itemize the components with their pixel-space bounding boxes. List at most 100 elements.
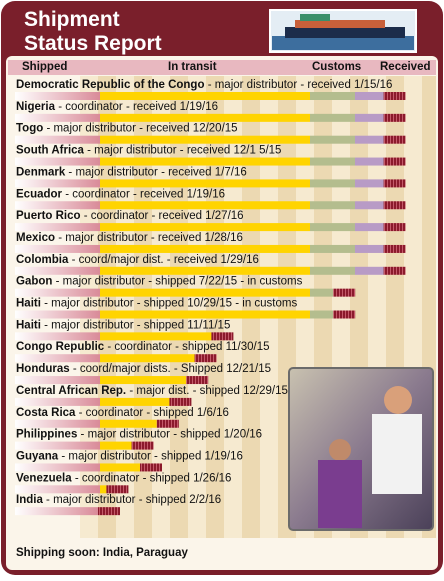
- country: Nigeria: [16, 101, 56, 113]
- row-text: Denmark - major distributor - received 1…: [16, 166, 247, 178]
- column-label: Shipped: [22, 61, 67, 73]
- detail: - coord/major dist. - received 1/29/16: [68, 254, 258, 266]
- detail: - major distributor - received 12/1 5/15: [84, 145, 282, 157]
- country: Honduras: [16, 363, 70, 375]
- received-segment: [355, 179, 384, 188]
- row-text: Central African Rep. - major dist. - shi…: [16, 385, 288, 397]
- country: Democratic Republic of the Congo: [16, 79, 205, 91]
- progress-marker: [186, 376, 209, 385]
- customs-segment: [310, 223, 355, 232]
- progress-marker: [333, 310, 356, 319]
- ship-image: [269, 9, 417, 53]
- transit-segment: [100, 441, 132, 450]
- detail: - coordinator - shipped 1/6/16: [75, 407, 228, 419]
- shipped-segment: [15, 441, 100, 450]
- customs-segment: [310, 288, 334, 297]
- row-text: Democratic Republic of the Congo - major…: [16, 79, 392, 91]
- country: Philippines: [16, 429, 77, 441]
- progress-marker: [140, 463, 162, 472]
- detail: - major distributor - shipped 2/2/16: [43, 494, 221, 506]
- country: Venezuela: [16, 472, 72, 484]
- customs-segment: [310, 157, 355, 166]
- detail: - major distributor - received 1/28/16: [55, 232, 243, 244]
- shipped-segment: [15, 463, 100, 472]
- progress-marker: [131, 441, 154, 450]
- detail: - major distributor - shipped 1/20/16: [77, 429, 262, 441]
- country: South Africa: [16, 145, 85, 157]
- customs-segment: [310, 266, 355, 275]
- row-text: Philippines - major distributor - shippe…: [16, 429, 262, 441]
- received-segment: [355, 113, 384, 122]
- detail: - major distributor - received 1/15/16: [205, 79, 393, 91]
- customs-segment: [310, 310, 334, 319]
- shipped-segment: [15, 179, 100, 188]
- shipped-segment: [15, 397, 100, 406]
- received-segment: [355, 135, 384, 144]
- progress-marker: [106, 485, 129, 494]
- country: Ecuador: [16, 188, 63, 200]
- shipped-segment: [15, 310, 100, 319]
- shipped-segment: [15, 288, 100, 297]
- column-label: Customs: [312, 61, 361, 73]
- column-stripe: [188, 76, 206, 538]
- shipped-segment: [15, 419, 100, 428]
- row-text: Ecuador - coordinator - received 1/19/16: [16, 188, 225, 200]
- progress-marker: [383, 135, 406, 144]
- shipped-segment: [15, 135, 100, 144]
- shipped-segment: [15, 223, 100, 232]
- customs-segment: [310, 244, 355, 253]
- column-stripe: [206, 76, 224, 538]
- shipped-segment: [15, 113, 100, 122]
- transit-segment: [100, 113, 310, 122]
- transit-segment: [100, 244, 310, 253]
- photo: [288, 367, 434, 531]
- detail: - major distributor - received 12/20/15: [43, 123, 237, 135]
- detail: - major dist. - shipped 12/29/15: [126, 385, 288, 397]
- transit-segment: [100, 419, 157, 428]
- column-label: In transit: [168, 61, 217, 73]
- row-text: Mexico - major distributor - received 1/…: [16, 232, 243, 244]
- detail: - major distributor - shipped 7/22/15 - …: [52, 276, 302, 288]
- transit-segment: [100, 157, 310, 166]
- transit-segment: [100, 332, 212, 341]
- progress-marker: [156, 419, 179, 428]
- row-text: Nigeria - coordinator - received 1/19/16: [16, 101, 218, 113]
- row-text: Colombia - coord/major dist. - received …: [16, 254, 259, 266]
- column-label: Received: [380, 61, 431, 73]
- progress-marker: [383, 179, 406, 188]
- detail: - major distributor - shipped 11/11/15: [41, 319, 230, 331]
- detail: - major distributor - shipped 10/29/15 -…: [41, 298, 298, 310]
- country: Mexico: [16, 232, 55, 244]
- country: Haiti: [16, 298, 41, 310]
- received-segment: [355, 201, 384, 210]
- detail: - coordinator - received 1/19/16: [55, 101, 218, 113]
- received-segment: [355, 223, 384, 232]
- detail: - coord/major dists. - Shipped 12/21/15: [70, 363, 271, 375]
- transit-segment: [100, 463, 140, 472]
- shipped-segment: [15, 485, 100, 494]
- country: Togo: [16, 123, 43, 135]
- received-segment: [355, 266, 384, 275]
- transit-segment: [100, 223, 310, 232]
- received-segment: [355, 157, 384, 166]
- transit-segment: [100, 397, 170, 406]
- country: Costa Rica: [16, 407, 76, 419]
- transit-segment: [100, 288, 310, 297]
- received-segment: [355, 92, 384, 100]
- transit-segment: [100, 92, 310, 100]
- country: Gabon: [16, 276, 52, 288]
- row-text: Costa Rica - coordinator - shipped 1/6/1…: [16, 407, 229, 419]
- progress-marker: [383, 157, 406, 166]
- progress-marker: [194, 354, 217, 363]
- shipped-segment: [15, 354, 100, 363]
- progress-marker: [383, 201, 406, 210]
- transit-segment: [100, 179, 310, 188]
- customs-segment: [310, 135, 355, 144]
- transit-segment: [100, 310, 310, 319]
- country: Puerto Rico: [16, 210, 81, 222]
- progress-marker: [211, 332, 234, 341]
- shipped-segment: [15, 507, 98, 516]
- column-stripe: [260, 76, 278, 538]
- progress-marker: [333, 288, 356, 297]
- shipped-segment: [15, 332, 100, 341]
